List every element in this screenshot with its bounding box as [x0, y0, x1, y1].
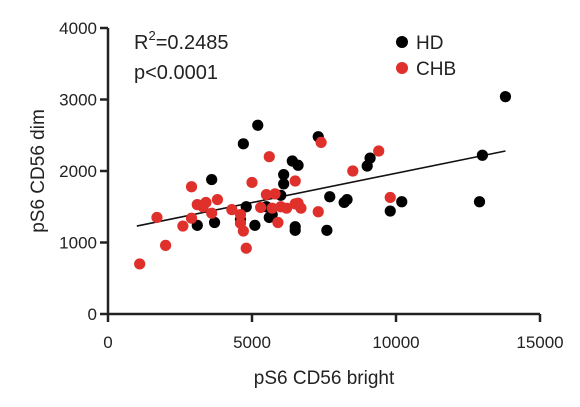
legend-marker-chb	[396, 62, 408, 74]
data-point-chb	[237, 225, 249, 237]
data-point-chb	[185, 181, 198, 193]
r-squared-superscript: 2	[148, 28, 155, 43]
x-tick-label: 0	[103, 333, 112, 352]
data-point-hd	[278, 178, 290, 190]
legend-marker-hd	[396, 36, 408, 48]
data-point-chb	[226, 204, 238, 216]
data-point-hd	[384, 205, 396, 217]
data-point-hd	[278, 168, 290, 181]
x-tick-label: 10000	[372, 333, 419, 352]
data-point-hd	[292, 159, 304, 171]
data-point-chb	[347, 165, 359, 177]
legend-label-chb: CHB	[416, 59, 456, 80]
p-value-annotation: p<0.0001	[134, 62, 218, 84]
data-point-chb	[272, 216, 284, 229]
data-point-hd	[252, 119, 264, 131]
data-point-chb	[255, 201, 267, 214]
data-point-chb	[151, 211, 163, 224]
data-point-chb	[177, 220, 189, 232]
y-tick-label: 0	[88, 305, 97, 324]
data-point-chb	[246, 176, 258, 189]
data-point-chb	[240, 242, 252, 254]
data-point-hd	[324, 191, 336, 203]
data-point-chb	[295, 202, 307, 214]
data-point-hd	[237, 138, 249, 150]
data-point-hd	[396, 196, 408, 208]
data-point-chb	[211, 194, 224, 206]
y-tick-label: 1000	[59, 234, 97, 253]
regression-layer	[136, 150, 506, 227]
data-point-hd	[240, 201, 252, 213]
r-squared-value: =0.2485	[156, 32, 229, 54]
data-point-hd	[499, 91, 512, 103]
r-squared-prefix: R	[134, 32, 148, 54]
data-point-hd	[249, 219, 261, 231]
y-ticks: 0 1000 2000 3000 4000	[59, 19, 108, 324]
data-point-hd	[473, 196, 486, 208]
data-point-hd	[341, 194, 353, 206]
axes: 0 1000 2000 3000 4000 0 5000 10000 15000	[59, 19, 563, 352]
data-point-chb	[289, 175, 301, 187]
data-point-chb	[160, 239, 172, 251]
y-tick-label: 2000	[59, 162, 97, 181]
r-squared-annotation: R2=0.2485	[134, 28, 229, 54]
data-point-chb	[312, 206, 324, 218]
data-point-chb	[206, 207, 218, 219]
legend-label-hd: HD	[416, 33, 443, 54]
data-point-chb	[315, 136, 327, 148]
data-point-hd	[321, 224, 333, 236]
data-point-hd	[208, 216, 221, 229]
data-point-chb	[373, 145, 385, 157]
x-ticks: 0 5000 10000 15000	[103, 314, 564, 352]
x-tick-label: 15000	[516, 333, 563, 352]
data-point-chb	[269, 188, 281, 200]
y-tick-label: 3000	[59, 91, 97, 110]
data-point-chb	[185, 212, 198, 224]
data-point-hd	[206, 173, 218, 186]
y-tick-label: 4000	[59, 19, 97, 38]
y-axis-label: pS6 CD56 dim	[28, 109, 49, 233]
data-point-hd	[476, 149, 488, 161]
data-point-chb	[200, 196, 212, 209]
data-point-hd	[364, 152, 376, 164]
x-tick-label: 5000	[233, 333, 271, 352]
data-point-chb	[266, 202, 278, 214]
data-point-chb	[384, 191, 396, 204]
data-point-chb	[263, 151, 275, 163]
data-point-hd	[289, 221, 301, 233]
x-axis-label: pS6 CD56 bright	[254, 368, 395, 389]
data-point-chb	[234, 209, 247, 221]
data-point-chb	[134, 258, 146, 270]
points-layer	[134, 91, 512, 270]
data-point-chb	[280, 202, 293, 214]
regression-line	[136, 150, 506, 227]
legend: HD CHB	[396, 33, 456, 80]
data-point-chb	[260, 188, 272, 201]
